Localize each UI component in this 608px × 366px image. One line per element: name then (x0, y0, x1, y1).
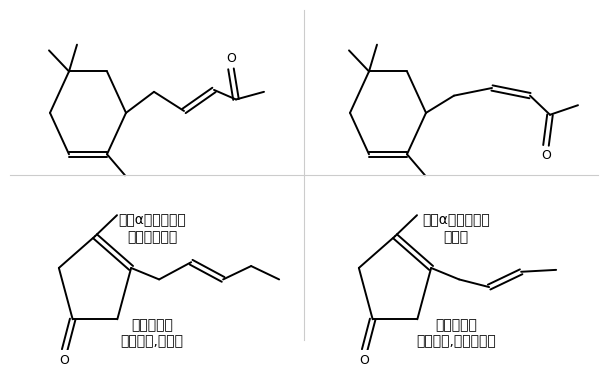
Text: 柏木香: 柏木香 (443, 230, 469, 244)
Text: 反－茉莉酮: 反－茉莉酮 (131, 318, 173, 332)
Text: O: O (360, 354, 370, 366)
Text: 无茉莉香,油脂气: 无茉莉香,油脂气 (120, 335, 184, 348)
Text: O: O (541, 149, 551, 162)
Text: 顺－茉莉酮: 顺－茉莉酮 (435, 318, 477, 332)
Text: 茉莉花香,沁人心脾之: 茉莉花香,沁人心脾之 (416, 335, 496, 348)
Text: O: O (226, 52, 236, 65)
Text: O: O (60, 354, 69, 366)
Text: 有紫罗兰花香: 有紫罗兰花香 (127, 230, 177, 244)
Text: 反－α－紫罗兰酮: 反－α－紫罗兰酮 (118, 213, 186, 227)
Text: 顺－α－紫罗兰酮: 顺－α－紫罗兰酮 (422, 213, 490, 227)
